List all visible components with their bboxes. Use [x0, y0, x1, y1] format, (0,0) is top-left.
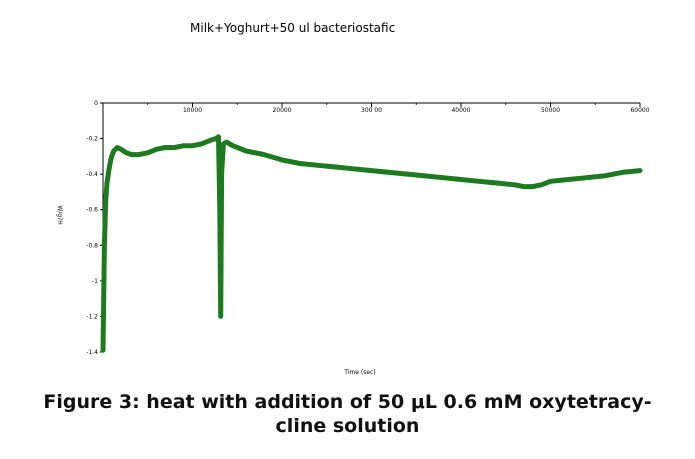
figure-caption: Figure 3: heat with addition of 50 μL 0.… — [0, 390, 695, 438]
chart-title: Milk+Yoghurt+50 ul bacteriostafic — [190, 21, 396, 35]
caption-line-2: cline solution — [275, 415, 420, 437]
x-axis-label: Time (sec) — [343, 369, 375, 376]
caption-line-1: Figure 3: heat with addition of 50 μL 0.… — [43, 391, 652, 413]
y-tick-label: -1.4 — [86, 349, 98, 356]
x-tick-label: 20000 — [272, 107, 291, 114]
x-tick-label: 50000 — [541, 107, 560, 114]
y-tick-label: -0.4 — [86, 171, 98, 178]
line-chart: 10000 20000 300 00 40000 50000 60000 0 -0.2 -0.4… — [56, 100, 650, 376]
x-tick-label: 300 00 — [361, 107, 382, 114]
x-tick-label: 60000 — [630, 107, 649, 114]
x-tick-label: 40000 — [451, 107, 470, 114]
y-axis-label: W/g?H — [56, 205, 63, 224]
y-tick-label: -1.2 — [86, 313, 98, 320]
y-tick-label: -0.8 — [86, 242, 98, 249]
chart-ticks: 10000 20000 300 00 40000 50000 60000 0 -0.2 -0.4… — [86, 100, 649, 356]
series-line — [100, 134, 643, 353]
x-tick-label: 10000 — [183, 107, 202, 114]
chart-series — [100, 134, 643, 353]
y-tick-label: 0 — [94, 100, 98, 107]
y-tick-label: -0.6 — [86, 207, 98, 214]
y-tick-label: -0.2 — [86, 136, 98, 143]
chart-axes — [102, 102, 640, 352]
y-tick-label: -1 — [92, 278, 98, 285]
